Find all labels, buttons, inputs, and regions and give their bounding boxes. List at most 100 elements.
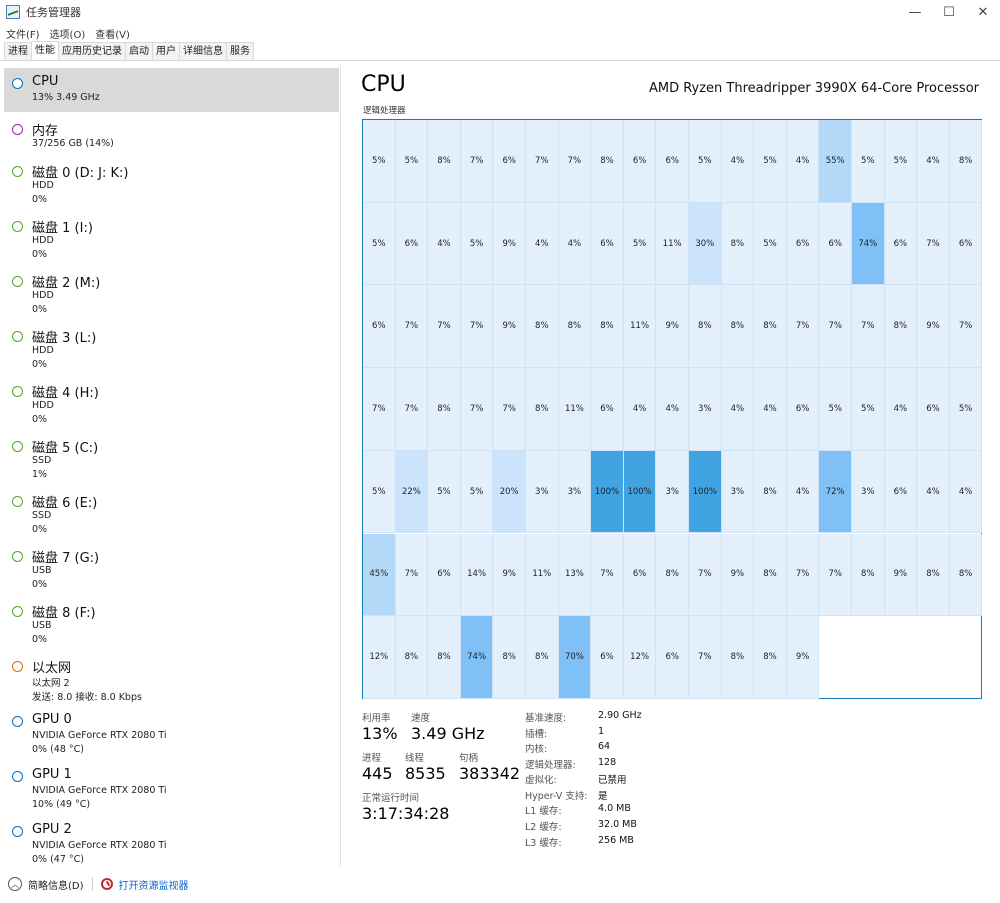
sidebar-item-memory[interactable]: 内存 37/256 GB (14%) [4, 114, 339, 158]
threads-label: 线程 [405, 753, 425, 764]
logical-processor-cell: 13% [558, 533, 592, 617]
sidebar-item-cpu[interactable]: CPU 13% 3.49 GHz [4, 68, 339, 112]
virtualization-label: 虚拟化: [525, 775, 557, 786]
processor-name: AMD Ryzen Threadripper 3990X 64-Core Pro… [648, 81, 979, 96]
disk-indicator-icon [12, 496, 23, 507]
logical-processor-grid[interactable]: 5% 5% 8% 7% 6% 7% 7% 8% 6% 6% 5% 4% 5% 4% 55% 5% 5% 4% 8% 5… [362, 119, 983, 699]
logical-processor-cell: 5% [428, 450, 461, 534]
l3-cache-label: L3 缓存: [525, 838, 562, 849]
sidebar-item-type: HDD [32, 345, 54, 356]
menu-file[interactable]: 文件(F) [6, 29, 40, 41]
open-resource-monitor-link[interactable]: 打开资源监视器 [118, 880, 189, 892]
sockets-value: 1 [598, 726, 605, 737]
menu-view[interactable]: 查看(V) [95, 29, 130, 41]
minimize-button[interactable]: — [908, 4, 922, 20]
sidebar-item-ethernet[interactable]: 以太网 以太网 2 发送: 8.0 接收: 8.0 Kbps [4, 651, 339, 703]
sidebar-item-type: SSD [32, 510, 52, 521]
logical-processor-cell: 7% [786, 285, 820, 369]
logical-processor-cell: 55% [819, 120, 852, 203]
gpu-indicator-icon [12, 771, 23, 782]
sidebar-item-disk-2[interactable]: 磁盘 2 (M:) HDD 0% [4, 266, 339, 315]
logical-processor-cell: 7% [917, 202, 950, 286]
sidebar-item-disk-3[interactable]: 磁盘 3 (L:) HDD 0% [4, 321, 339, 370]
logical-processor-cell: 4% [721, 120, 755, 203]
tab-services[interactable]: 服务 [226, 42, 254, 60]
logical-processor-cell: 9% [493, 202, 526, 286]
sidebar-item-disk-5[interactable]: 磁盘 5 (C:) SSD 1% [4, 431, 339, 480]
speed-value: 3.49 GHz [411, 724, 485, 743]
sidebar-item-gpu-2[interactable]: GPU 2 NVIDIA GeForce RTX 2080 Ti 0% (47 … [4, 816, 339, 865]
logical-processor-cell: 6% [591, 202, 624, 286]
logical-processor-cell: 100% [689, 450, 722, 534]
sidebar-item-disk-1[interactable]: 磁盘 1 (I:) HDD 0% [4, 211, 339, 260]
sidebar-item-disk-6[interactable]: 磁盘 6 (E:) SSD 0% [4, 486, 339, 535]
tab-startup[interactable]: 启动 [125, 42, 153, 60]
sidebar-item-disk-0[interactable]: 磁盘 0 (D: J: K:) HDD 0% [4, 156, 339, 205]
logical-processor-cell: 9% [786, 616, 820, 699]
title-bar: 任务管理器 — ☐ ✕ [0, 0, 1000, 24]
tab-app-history[interactable]: 应用历史记录 [58, 42, 126, 60]
sidebar-item-title: 磁盘 7 (G:) [32, 551, 100, 566]
tab-users[interactable]: 用户 [152, 42, 180, 60]
logical-processor-cell: 7% [428, 285, 461, 369]
sidebar-item-gpu-0[interactable]: GPU 0 NVIDIA GeForce RTX 2080 Ti 0% (48 … [4, 706, 339, 755]
logical-processor-cell: 7% [852, 285, 885, 369]
logical-processor-cell: 100% [623, 450, 657, 534]
logical-processor-cell: 4% [754, 368, 787, 451]
utilization-value: 13% [362, 724, 398, 743]
resource-sidebar: CPU 13% 3.49 GHz 内存 37/256 GB (14%) 磁盘 0… [0, 66, 341, 866]
ethernet-indicator-icon [12, 661, 23, 672]
menu-options[interactable]: 选项(O) [49, 29, 86, 41]
disk-indicator-icon [12, 551, 23, 562]
l2-cache-value: 32.0 MB [598, 819, 637, 830]
logical-processors-count-label: 逻辑处理器: [525, 760, 576, 771]
sidebar-item-disk-7[interactable]: 磁盘 7 (G:) USB 0% [4, 541, 339, 590]
logical-processor-cell: 7% [819, 533, 852, 617]
logical-processor-cell: 6% [623, 533, 657, 617]
logical-processor-cell: 8% [689, 285, 722, 369]
disk-indicator-icon [12, 331, 23, 342]
sidebar-item-usage: 10% (49 °C) [32, 799, 91, 810]
resource-monitor-icon[interactable] [100, 878, 113, 890]
tab-details[interactable]: 详细信息 [179, 42, 227, 60]
logical-processor-cell: 7% [460, 120, 494, 203]
close-button[interactable]: ✕ [977, 4, 989, 20]
sidebar-item-title: 磁盘 1 (I:) [32, 221, 93, 236]
logical-processor-cell: 5% [852, 368, 885, 451]
logical-processor-cell: 6% [656, 616, 689, 699]
disk-indicator-icon [12, 276, 23, 287]
logical-processor-cell: 8% [428, 616, 461, 699]
tab-bar: 进程 性能 应用历史记录 启动 用户 详细信息 服务 [0, 41, 1000, 61]
logical-processor-cell: 8% [428, 120, 461, 203]
fewer-details-button[interactable]: 简略信息(D) [28, 880, 84, 892]
tab-processes[interactable]: 进程 [4, 42, 32, 60]
logical-processor-cell: 7% [395, 533, 429, 617]
cpu-indicator-icon [12, 78, 23, 89]
logical-processor-cell: 3% [721, 450, 755, 534]
base-speed-label: 基准速度: [525, 713, 567, 724]
logical-processor-cell: 5% [689, 120, 722, 203]
chevron-up-icon[interactable]: ︿ [8, 877, 22, 891]
sidebar-item-disk-8[interactable]: 磁盘 8 (F:) USB 0% [4, 596, 339, 645]
sidebar-item-usage: 0% (47 °C) [32, 854, 84, 865]
logical-processor-cell: 4% [786, 120, 820, 203]
logical-processor-cell: 30% [689, 202, 722, 286]
logical-processor-cell: 8% [754, 450, 787, 534]
logical-processor-cell: 6% [917, 368, 950, 451]
sidebar-item-model: NVIDIA GeForce RTX 2080 Ti [32, 730, 167, 741]
sidebar-item-disk-4[interactable]: 磁盘 4 (H:) HDD 0% [4, 376, 339, 425]
sidebar-item-usage: 0% [32, 579, 48, 590]
page-title: CPU [361, 72, 406, 97]
logical-processor-cell: 3% [558, 450, 592, 534]
uptime-value: 3:17:34:28 [362, 804, 450, 823]
sidebar-item-usage: 0% [32, 304, 48, 315]
sidebar-item-usage: 0% [32, 524, 48, 535]
logical-processor-cell: 8% [721, 285, 755, 369]
tab-performance[interactable]: 性能 [31, 41, 59, 60]
logical-processor-cell: 4% [786, 450, 820, 534]
sidebar-item-gpu-1[interactable]: GPU 1 NVIDIA GeForce RTX 2080 Ti 10% (49… [4, 761, 339, 810]
logical-processor-cell: 6% [623, 120, 657, 203]
logical-processor-cell: 6% [949, 202, 983, 286]
maximize-button[interactable]: ☐ [943, 4, 955, 20]
sidebar-item-usage: 0% [32, 359, 48, 370]
